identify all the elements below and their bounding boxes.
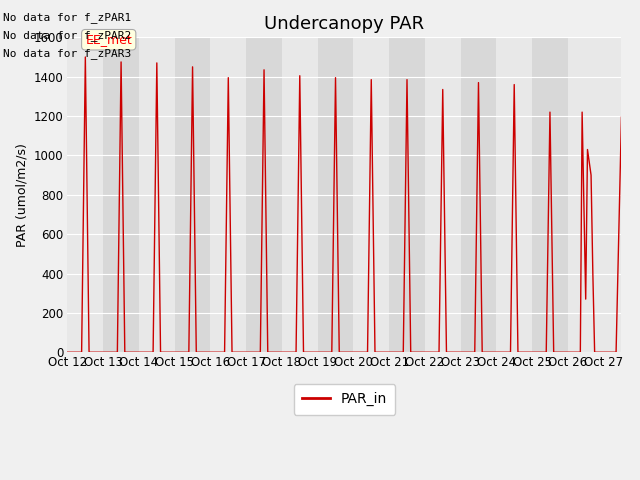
Bar: [282, 37, 317, 352]
Bar: [211, 37, 246, 352]
Bar: [317, 37, 353, 352]
Text: No data for f_zPAR2: No data for f_zPAR2: [3, 30, 131, 41]
Bar: [425, 37, 461, 352]
Bar: [175, 37, 211, 352]
Text: No data for f_zPAR1: No data for f_zPAR1: [3, 12, 131, 23]
Bar: [67, 37, 103, 352]
Title: Undercanopy PAR: Undercanopy PAR: [264, 15, 424, 33]
Bar: [568, 37, 604, 352]
Bar: [532, 37, 568, 352]
Bar: [389, 37, 425, 352]
Bar: [103, 37, 139, 352]
Bar: [139, 37, 175, 352]
Bar: [353, 37, 389, 352]
Text: EE_met: EE_met: [85, 33, 132, 46]
Bar: [461, 37, 497, 352]
Bar: [246, 37, 282, 352]
Legend: PAR_in: PAR_in: [294, 384, 396, 415]
Y-axis label: PAR (umol/m2/s): PAR (umol/m2/s): [15, 143, 28, 247]
Bar: [497, 37, 532, 352]
Text: No data for f_zPAR3: No data for f_zPAR3: [3, 48, 131, 60]
